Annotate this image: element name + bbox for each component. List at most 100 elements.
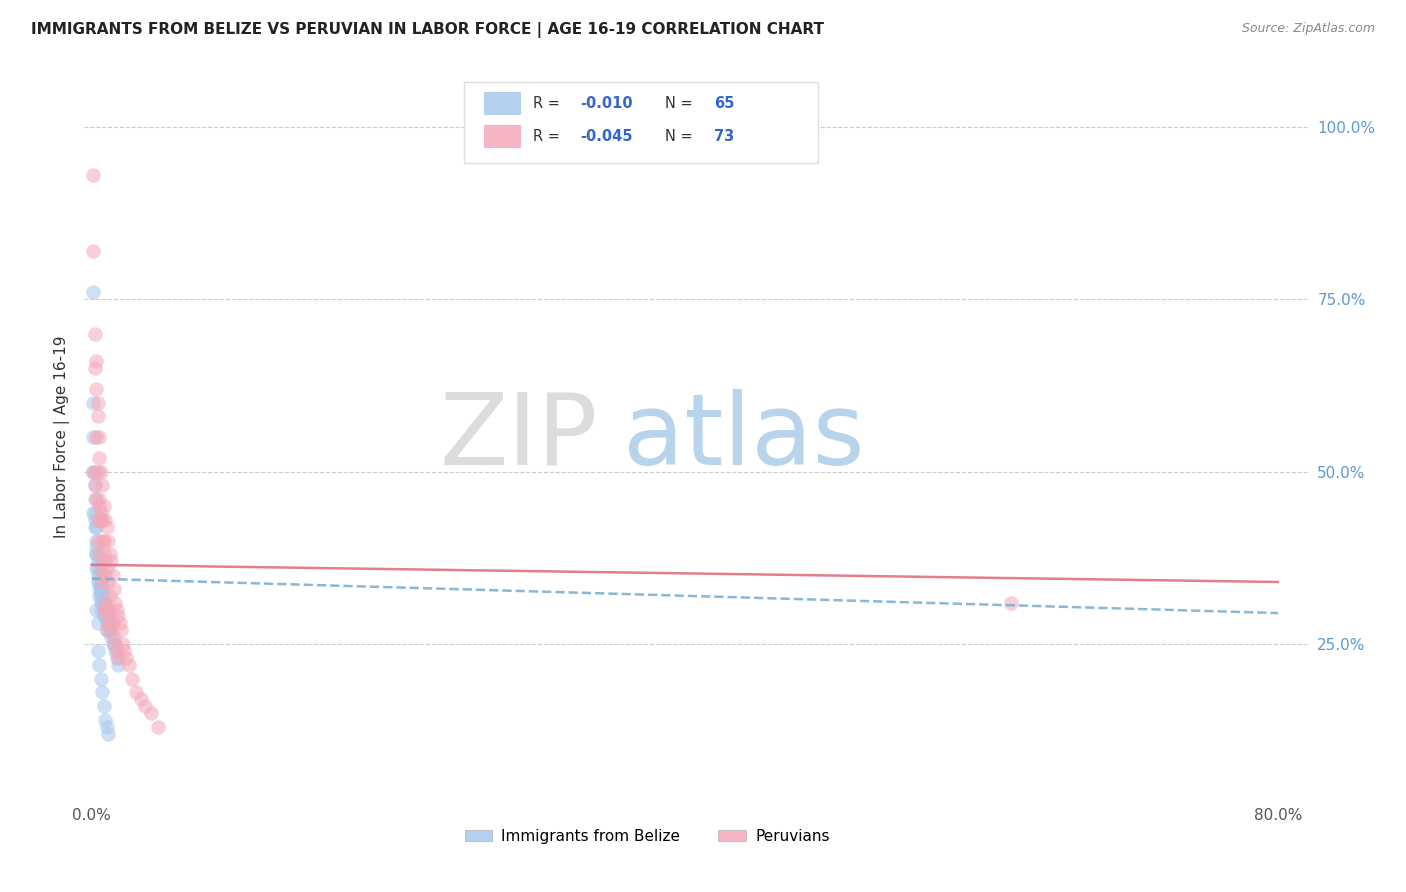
Immigrants from Belize	[94, 609, 117, 624]
Peruvians	[89, 499, 111, 513]
Peruvians	[98, 548, 121, 562]
Immigrants from Belize	[89, 568, 111, 582]
Immigrants from Belize	[82, 506, 104, 520]
Text: ZIP: ZIP	[440, 389, 598, 485]
Immigrants from Belize	[96, 602, 118, 616]
Peruvians	[83, 361, 105, 376]
Peruvians	[94, 554, 117, 568]
Peruvians	[98, 589, 121, 603]
Peruvians	[96, 602, 118, 616]
Immigrants from Belize	[82, 285, 104, 300]
Immigrants from Belize	[97, 727, 120, 741]
Peruvians	[94, 596, 117, 610]
Immigrants from Belize	[100, 624, 122, 638]
Peruvians	[89, 492, 111, 507]
Peruvians	[90, 561, 112, 575]
Immigrants from Belize	[84, 541, 107, 555]
Peruvians	[82, 168, 104, 182]
Text: N =: N =	[665, 96, 697, 111]
Peruvians	[93, 533, 115, 548]
Peruvians	[84, 382, 107, 396]
Peruvians	[89, 548, 111, 562]
Peruvians	[86, 533, 108, 548]
Immigrants from Belize	[86, 568, 108, 582]
Peruvians	[91, 533, 114, 548]
Immigrants from Belize	[91, 589, 114, 603]
Immigrants from Belize	[86, 644, 108, 658]
Immigrants from Belize	[96, 720, 118, 734]
Peruvians	[91, 513, 114, 527]
Peruvians	[107, 651, 129, 665]
Immigrants from Belize	[83, 465, 105, 479]
Immigrants from Belize	[89, 582, 111, 596]
Immigrants from Belize	[101, 637, 124, 651]
Immigrants from Belize	[82, 430, 104, 444]
Immigrants from Belize	[86, 574, 108, 589]
Peruvians	[129, 692, 152, 706]
Peruvians	[96, 602, 118, 616]
Immigrants from Belize	[107, 657, 129, 672]
Immigrants from Belize	[84, 548, 107, 562]
Text: -0.045: -0.045	[579, 129, 633, 144]
Text: R =: R =	[533, 96, 565, 111]
Peruvians	[148, 720, 170, 734]
Immigrants from Belize	[93, 596, 115, 610]
Peruvians	[82, 465, 104, 479]
Peruvians	[86, 395, 108, 409]
Text: atlas: atlas	[623, 389, 865, 485]
Immigrants from Belize	[96, 616, 118, 631]
Peruvians	[110, 624, 132, 638]
Text: IMMIGRANTS FROM BELIZE VS PERUVIAN IN LABOR FORCE | AGE 16-19 CORRELATION CHART: IMMIGRANTS FROM BELIZE VS PERUVIAN IN LA…	[31, 22, 824, 38]
Immigrants from Belize	[83, 513, 105, 527]
Immigrants from Belize	[84, 520, 107, 534]
Peruvians	[84, 354, 107, 368]
Peruvians	[134, 699, 156, 714]
Immigrants from Belize	[103, 637, 125, 651]
Immigrants from Belize	[82, 465, 104, 479]
Text: R =: R =	[533, 129, 565, 144]
Peruvians	[103, 630, 125, 644]
Peruvians	[86, 513, 108, 527]
Peruvians	[93, 602, 115, 616]
Peruvians	[93, 499, 115, 513]
Peruvians	[89, 430, 111, 444]
Peruvians	[139, 706, 162, 720]
Text: Source: ZipAtlas.com: Source: ZipAtlas.com	[1241, 22, 1375, 36]
Immigrants from Belize	[100, 630, 122, 644]
Peruvians	[125, 685, 148, 699]
Peruvians	[108, 616, 131, 631]
Immigrants from Belize	[98, 624, 121, 638]
Immigrants from Belize	[89, 589, 111, 603]
Peruvians	[100, 554, 122, 568]
Peruvians	[86, 409, 108, 424]
Immigrants from Belize	[86, 616, 108, 631]
Immigrants from Belize	[84, 561, 107, 575]
Immigrants from Belize	[91, 685, 114, 699]
Peruvians	[111, 637, 134, 651]
Immigrants from Belize	[93, 602, 115, 616]
Peruvians	[104, 596, 127, 610]
Peruvians	[82, 244, 104, 258]
Peruvians	[90, 465, 112, 479]
Immigrants from Belize	[104, 644, 127, 658]
Immigrants from Belize	[90, 602, 112, 616]
Peruvians	[97, 616, 120, 631]
Peruvians	[91, 478, 114, 492]
Peruvians	[96, 561, 118, 575]
Peruvians	[90, 506, 112, 520]
Peruvians	[105, 602, 128, 616]
Immigrants from Belize	[83, 478, 105, 492]
Peruvians	[93, 568, 115, 582]
Peruvians	[121, 672, 143, 686]
Immigrants from Belize	[84, 602, 107, 616]
Peruvians	[83, 326, 105, 341]
Bar	[484, 92, 522, 115]
Immigrants from Belize	[90, 574, 112, 589]
Immigrants from Belize	[94, 602, 117, 616]
Peruvians	[96, 624, 118, 638]
Peruvians	[104, 637, 127, 651]
Immigrants from Belize	[83, 492, 105, 507]
Immigrants from Belize	[90, 589, 112, 603]
Immigrants from Belize	[93, 589, 115, 603]
Bar	[484, 125, 522, 148]
